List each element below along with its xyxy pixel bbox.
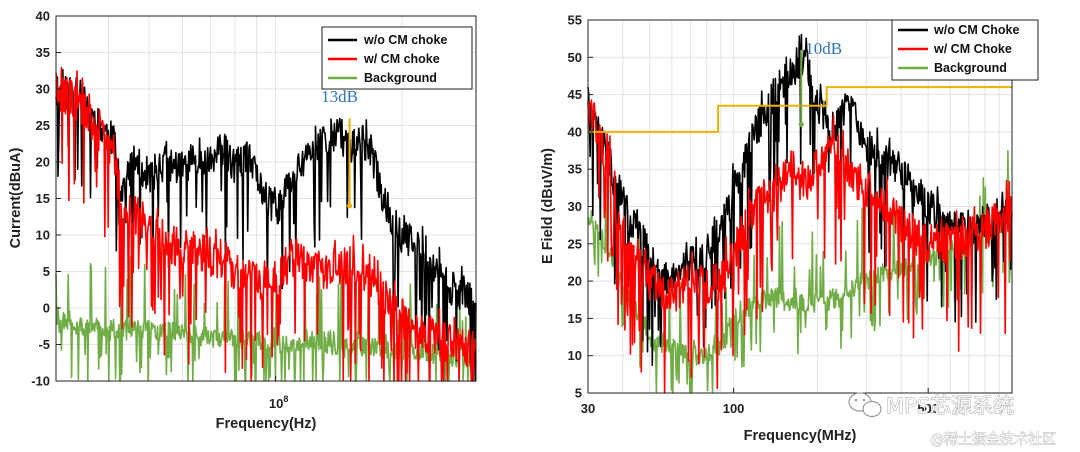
y-tick-label: 55	[568, 13, 582, 28]
legend-entry: Background	[934, 61, 1007, 75]
x-axis-label-right: Frequency(MHz)	[744, 428, 857, 444]
y-tick-label: 40	[568, 124, 582, 139]
y-tick-label: 25	[36, 118, 50, 133]
y-tick-label: 10	[568, 348, 582, 363]
annotation-label: 10dB	[805, 39, 842, 58]
watermark-site: @稀土掘金技术社区	[930, 432, 1056, 448]
attenuation-annotation-left: 13dB	[321, 87, 358, 209]
y-tick-label: 35	[36, 45, 50, 60]
y-tick-label: 30	[568, 199, 582, 214]
efield-spectrum-chart: 5 10 15 20 25 30 35 40 45 50 55 30 100 500 Frequency…	[540, 13, 1039, 444]
y-tick-label: 20	[568, 274, 582, 289]
y-ticks-right: 5 10 15 20 25 30 35 40 45 50 55	[568, 13, 593, 401]
watermark-brand: MPS芯源系统	[886, 394, 1014, 418]
series-group-right	[587, 33, 1013, 394]
watermark: MPS芯源系统 @稀土掘金技术社区	[848, 392, 1056, 448]
series-line-w-cm-choke	[55, 66, 477, 382]
y-tick-label: -10	[31, 374, 50, 389]
y-tick-label: 5	[43, 264, 50, 279]
y-tick-label: 40	[36, 9, 50, 24]
wechat-logo-icon	[848, 392, 882, 418]
x-tick-label: 30	[581, 401, 595, 416]
legend-left: w/o CM choke w/ CM choke Background	[321, 26, 473, 90]
legend-entry: Background	[364, 71, 437, 85]
y-tick-label: 5	[575, 386, 582, 401]
y-tick-label: 15	[36, 191, 50, 206]
series-line-w-cm-choke	[587, 99, 1013, 394]
y-tick-label: -5	[38, 337, 50, 352]
legend-right: w/o CM Choke w/ CM Choke Background	[891, 19, 1039, 81]
x-ticks-right: 30 100 500	[581, 388, 939, 416]
legend-entry: w/o CM Choke	[933, 23, 1019, 37]
series-line-w-o-cm-choke	[587, 33, 1013, 367]
y-tick-label: 45	[568, 87, 582, 102]
legend-entry: w/ CM Choke	[933, 42, 1012, 56]
x-ticks-left: 108	[269, 376, 288, 411]
y-tick-label: 35	[568, 162, 582, 177]
x-tick-label: 100	[723, 401, 745, 416]
annotation-endpoint	[346, 203, 353, 209]
y-tick-label: 15	[568, 311, 582, 326]
y-tick-label: 30	[36, 82, 50, 97]
x-axis-label-left: Frequency(Hz)	[216, 416, 317, 432]
y-ticks-left: -10 -5 0 5 10 15 20 25 30 35 40	[31, 9, 61, 389]
y-tick-label: 20	[36, 155, 50, 170]
emission-limit-line	[588, 86, 1012, 133]
y-axis-label-left: Current(dBuA)	[8, 147, 24, 248]
legend-entry: w/o CM choke	[363, 33, 447, 47]
y-tick-label: 50	[568, 50, 582, 65]
y-tick-label: 25	[568, 236, 582, 251]
series-line-w-o-cm-choke	[55, 68, 477, 382]
y-axis-label-right: E Field (dBuV/m)	[540, 148, 556, 264]
annotation-label: 13dB	[321, 87, 358, 106]
legend-entry: w/ CM choke	[363, 52, 440, 66]
x-tick-label: 500	[917, 401, 939, 416]
attenuation-annotation-right: 10dB	[798, 39, 842, 128]
annotation-endpoint	[798, 121, 804, 128]
y-tick-label: 10	[36, 228, 50, 243]
y-tick-label: 0	[43, 301, 50, 316]
x-tick-label: 108	[269, 394, 288, 411]
